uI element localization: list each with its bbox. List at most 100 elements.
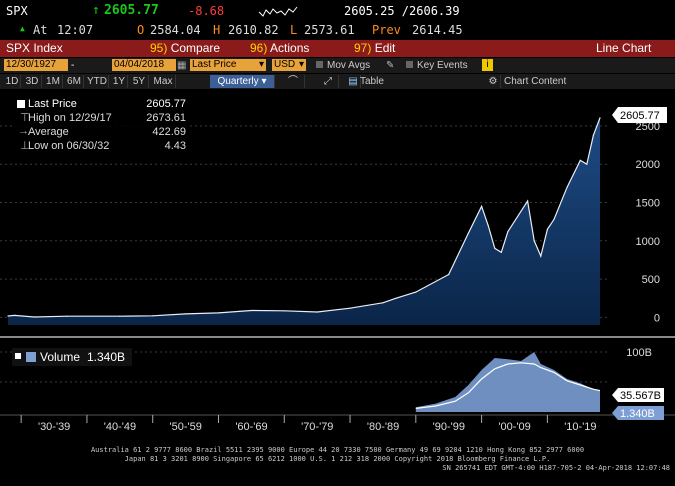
mov-avgs-label: Mov Avgs (327, 60, 371, 71)
table-button[interactable]: Table (360, 76, 384, 87)
price-point (33, 316, 35, 318)
security-name[interactable]: SPX Index (6, 41, 63, 55)
legend-high-value: 2673.61 (146, 112, 186, 124)
price-point (415, 291, 417, 293)
volume-last-tag-text: 1.340B (620, 408, 655, 420)
settings-icon[interactable]: ⚙ (486, 75, 501, 88)
volume-checkbox[interactable] (15, 353, 21, 359)
last-price-tag-text: 2605.77 (620, 110, 660, 122)
pencil-icon[interactable]: ✎ (386, 60, 395, 71)
price-point (283, 310, 285, 312)
y-tick-label: 1000 (636, 236, 660, 248)
line-chart-icon[interactable]: ⌒ (282, 75, 305, 88)
ticker: SPX (6, 4, 28, 18)
date-toolbar: 12/30/1927 - 04/04/2018 ▦ Last Price ▾ US… (0, 58, 675, 73)
high-label: H (213, 23, 221, 37)
actions-button[interactable]: 96) Actions (250, 41, 309, 55)
period-button-1y[interactable]: 1Y (111, 75, 128, 88)
last-time: 12:07 (57, 23, 94, 37)
legend-average-label: Average (28, 126, 69, 138)
price-change: -8.68 (188, 4, 225, 18)
volume-moving-average-line (415, 362, 601, 409)
legend-low-label: Low on 06/30/32 (28, 140, 110, 152)
zoom-icon[interactable]: ⤢ (318, 75, 339, 88)
sparkline-icon (258, 6, 298, 17)
quote-detail: ▲ At 12:07 O 2584.04 H 2610.82 L 2573.61… (0, 22, 675, 40)
currency-select[interactable]: USD ▾ (272, 59, 306, 71)
edit-button[interactable]: 97) Edit (354, 41, 395, 55)
chart-legend: Last Price 2605.77 ⊤ High on 12/29/17 26… (12, 97, 190, 161)
period-button-max[interactable]: Max (151, 75, 176, 88)
end-date-field[interactable]: 04/04/2018 (112, 59, 176, 71)
price-chart[interactable]: '30-'39 '40-'49 '50-'59 '60-'69 '70-'79 '80-'… (0, 90, 675, 486)
price-point (66, 315, 68, 317)
y-tick-label: 500 (642, 274, 660, 286)
price-point (566, 186, 568, 188)
price-point (579, 159, 581, 161)
period-toolbar: 1D 3D 1M 6M YTD 1Y 5Y Max Quarterly ▾ ⌒ ⤢ ▤ Tab… (0, 74, 675, 89)
period-button-ytd[interactable]: YTD (87, 75, 109, 88)
x-tick-label: '10-'19 (564, 421, 596, 433)
period-button-5y[interactable]: 5Y (130, 75, 149, 88)
period-button-3d[interactable]: 3D (23, 75, 42, 88)
key-events-checkbox[interactable] (406, 61, 413, 68)
x-tick-label: '70-'79 (301, 421, 333, 433)
low-value: 2573.61 (304, 23, 355, 37)
x-tick-label: '30-'39 (38, 421, 70, 433)
chart-content-button[interactable]: Chart Content (504, 76, 567, 87)
period-button-1d[interactable]: 1D (4, 75, 21, 88)
field-select-label: Last Price (192, 59, 237, 70)
up-arrow-icon: ↑ (92, 3, 100, 18)
price-point (481, 205, 483, 207)
volume-value: 1.340B (87, 350, 126, 364)
x-tick-label: '60-'69 (235, 421, 267, 433)
x-axis-ticks: '30-'39 '40-'49 '50-'59 '60-'69 '70-'79 '80-'… (20, 415, 597, 433)
x-tick-label: '50-'59 (170, 421, 202, 433)
period-button-1m[interactable]: 1M (44, 75, 63, 88)
price-point (494, 247, 496, 249)
price-point (586, 163, 588, 165)
x-tick-label: '00-'09 (498, 421, 530, 433)
price-point (217, 312, 220, 314)
price-point (540, 255, 542, 257)
dropdown-arrow-icon: ▾ (261, 76, 267, 87)
high-marker-icon: ⊤ (20, 112, 30, 124)
quote-header: SPX ↑ 2605.77 -8.68 2605.25 /2606.39 (0, 0, 675, 22)
open-value: 2584.04 (150, 23, 201, 37)
low-marker-icon: ⊥ (20, 140, 30, 152)
frequency-select[interactable]: Quarterly ▾ (210, 75, 275, 88)
price-point (592, 134, 595, 136)
last-price-tag: 2605.77 (612, 107, 667, 123)
open-label: O (137, 23, 145, 37)
low-label: L (290, 23, 298, 37)
average-marker-icon: → (18, 125, 29, 137)
price-point (349, 307, 351, 309)
edit-number: 97) (354, 41, 372, 55)
price-point (448, 273, 450, 276)
calendar-icon[interactable]: ▦ (177, 60, 187, 71)
volume-label: Volume (40, 350, 81, 364)
price-point (500, 251, 502, 253)
y-tick-label: 0 (654, 312, 660, 324)
field-select[interactable]: Last Price ▾ (190, 59, 266, 71)
info-icon[interactable]: i (482, 59, 493, 71)
price-point (185, 313, 187, 315)
frequency-label: Quarterly (217, 76, 259, 87)
prev-label: Prev (372, 23, 401, 37)
tick-up-icon: ▲ (20, 24, 25, 33)
bid-ask: 2605.25 /2606.39 (344, 4, 460, 18)
mov-avgs-checkbox[interactable] (316, 61, 323, 68)
period-button-6m[interactable]: 6M (65, 75, 84, 88)
key-events-label: Key Events (417, 60, 468, 71)
price-area-fill (8, 117, 600, 326)
start-date-field[interactable]: 12/30/1927 (4, 59, 68, 71)
price-point (527, 200, 529, 202)
compare-button[interactable]: 95) Compare (150, 41, 220, 55)
table-icon[interactable]: ▤ (346, 75, 361, 88)
price-point (14, 314, 16, 316)
footer-session: SN 265741 EDT GMT-4:00 H187-705-2 04-Apr… (442, 464, 670, 472)
volume-swatch (26, 352, 36, 362)
y-tick-label: 1500 (636, 198, 660, 210)
x-tick-label: '40-'49 (104, 421, 136, 433)
price-point (119, 315, 121, 317)
